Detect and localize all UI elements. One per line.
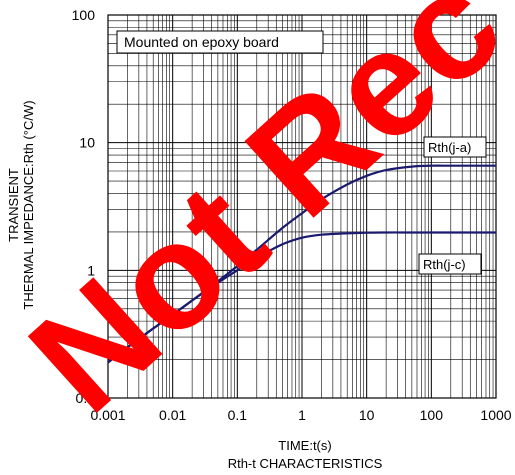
y-tick-label: 1 xyxy=(87,262,95,278)
series-line-rth-j-c xyxy=(107,231,496,364)
annotation-text: Mounted on epoxy board xyxy=(124,34,279,50)
x-tick-label: 0.001 xyxy=(90,407,125,423)
x-tick-label: 1 xyxy=(298,407,306,423)
chart-caption: Rth-t CHARACTERISTICS xyxy=(228,456,383,471)
y-tick-label: 10 xyxy=(79,135,95,151)
y-tick-label: 100 xyxy=(72,7,96,23)
y-axis-title-line1: TRANSIENT xyxy=(6,168,21,242)
watermark-text: Not Rec xyxy=(0,0,515,443)
x-tick-label: 1000 xyxy=(480,407,511,423)
series-label-rth-j-a: Rth(j-a) xyxy=(428,140,471,155)
plot-frame xyxy=(107,14,497,399)
series-label-box-rth-j-c xyxy=(418,253,482,275)
x-axis-title: TIME:t(s) xyxy=(278,438,331,453)
series-label-box-rth-j-a xyxy=(423,136,487,158)
y-axis-title: TRANSIENT THERMAL IMPEDANCE:Rth (°C/W) xyxy=(6,100,36,309)
y-axis-title-line2: THERMAL IMPEDANCE:Rth (°C/W) xyxy=(21,100,36,309)
x-tick-label: 0.1 xyxy=(228,407,248,423)
y-tick-label: 0.1 xyxy=(76,390,96,406)
x-tick-label: 0.01 xyxy=(159,407,186,423)
annotation-box xyxy=(116,30,324,54)
x-tick-label: 100 xyxy=(420,407,444,423)
tick-labels: 0.001 0.01 0.1 1 10 100 1000 0.1 1 10 100 xyxy=(72,7,512,423)
x-tick-label: 10 xyxy=(359,407,375,423)
series-label-rth-j-c: Rth(j-c) xyxy=(423,257,466,272)
watermark: Not Rec xyxy=(0,0,515,443)
curves xyxy=(107,164,496,364)
